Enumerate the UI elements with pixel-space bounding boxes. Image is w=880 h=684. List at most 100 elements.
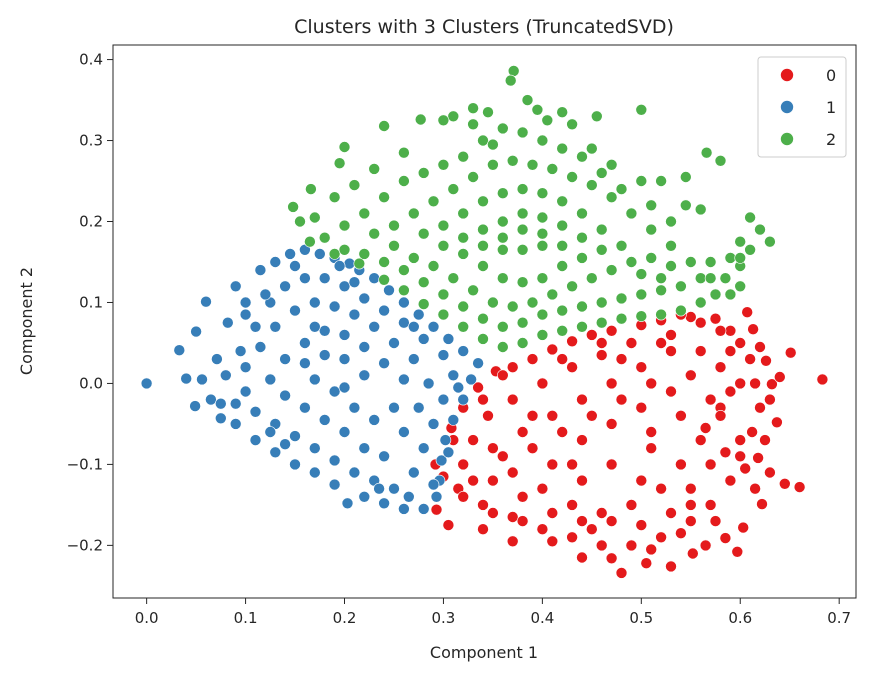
scatter-point-cluster-0 bbox=[496, 450, 509, 463]
scatter-point-cluster-2 bbox=[595, 167, 608, 179]
scatter-point-cluster-1 bbox=[289, 260, 301, 272]
y-tick-label: 0.0 bbox=[79, 374, 103, 392]
scatter-point-cluster-2 bbox=[496, 272, 509, 285]
scatter-point-cluster-2 bbox=[704, 256, 717, 268]
scatter-point-cluster-0 bbox=[744, 353, 756, 365]
scatter-point-cluster-1 bbox=[447, 414, 460, 426]
scatter-point-cluster-0 bbox=[635, 519, 648, 531]
scatter-point-cluster-1 bbox=[140, 377, 153, 390]
scatter-point-cluster-1 bbox=[190, 325, 202, 338]
legend-marker-0 bbox=[780, 68, 794, 82]
scatter-point-cluster-1 bbox=[437, 393, 450, 406]
scatter-point-cluster-2 bbox=[679, 171, 692, 183]
scatter-point-cluster-0 bbox=[467, 434, 479, 446]
scatter-point-cluster-1 bbox=[348, 401, 361, 414]
scatter-point-cluster-2 bbox=[437, 159, 450, 171]
scatter-point-cluster-2 bbox=[694, 296, 707, 309]
scatter-point-cluster-1 bbox=[348, 466, 361, 479]
y-axis-label: Component 2 bbox=[17, 267, 36, 375]
scatter-point-cluster-2 bbox=[700, 146, 713, 159]
scatter-point-cluster-2 bbox=[536, 227, 549, 240]
scatter-point-cluster-2 bbox=[605, 159, 618, 171]
scatter-point-cluster-1 bbox=[308, 296, 321, 309]
scatter-point-cluster-0 bbox=[605, 458, 618, 471]
scatter-point-cluster-2 bbox=[536, 187, 549, 199]
scatter-point-cluster-0 bbox=[675, 458, 687, 471]
x-tick-label: 0.5 bbox=[629, 609, 653, 627]
x-tick-label: 0.7 bbox=[827, 609, 851, 627]
scatter-point-cluster-0 bbox=[585, 523, 598, 536]
x-tick-label: 0.4 bbox=[530, 609, 554, 627]
scatter-point-cluster-1 bbox=[358, 292, 371, 305]
scatter-point-cluster-2 bbox=[556, 324, 569, 337]
scatter-point-cluster-0 bbox=[442, 519, 455, 531]
scatter-point-cluster-1 bbox=[215, 412, 227, 425]
scatter-point-cluster-0 bbox=[749, 377, 761, 390]
scatter-point-cluster-2 bbox=[477, 134, 489, 147]
scatter-point-cluster-2 bbox=[305, 183, 317, 195]
scatter-point-cluster-2 bbox=[477, 223, 489, 236]
scatter-point-cluster-2 bbox=[427, 260, 440, 272]
scatter-point-cluster-2 bbox=[655, 284, 667, 297]
scatter-point-cluster-0 bbox=[595, 539, 608, 552]
scatter-point-cluster-1 bbox=[284, 248, 296, 260]
scatter-point-cluster-0 bbox=[771, 416, 783, 429]
scatter-point-cluster-0 bbox=[526, 353, 539, 365]
scatter-point-cluster-1 bbox=[308, 373, 321, 386]
scatter-point-cluster-2 bbox=[516, 223, 529, 236]
scatter-point-cluster-1 bbox=[358, 369, 371, 382]
scatter-point-cluster-0 bbox=[506, 535, 519, 548]
scatter-point-cluster-0 bbox=[506, 511, 519, 523]
y-tick-label: −0.2 bbox=[67, 536, 103, 554]
points-layer bbox=[140, 65, 829, 579]
scatter-point-cluster-0 bbox=[477, 499, 489, 511]
scatter-point-cluster-1 bbox=[239, 308, 252, 321]
scatter-point-cluster-1 bbox=[205, 393, 217, 406]
scatter-point-cluster-0 bbox=[724, 324, 737, 337]
scatter-point-cluster-0 bbox=[694, 316, 707, 329]
scatter-point-cluster-2 bbox=[576, 207, 588, 220]
scatter-point-cluster-2 bbox=[595, 316, 608, 329]
scatter-point-cluster-2 bbox=[338, 244, 351, 256]
scatter-point-cluster-2 bbox=[764, 235, 776, 248]
scatter-point-cluster-2 bbox=[338, 219, 351, 232]
scatter-point-cluster-1 bbox=[289, 458, 301, 471]
scatter-point-cluster-2 bbox=[605, 191, 618, 203]
scatter-point-cluster-2 bbox=[467, 171, 479, 183]
scatter-point-cluster-2 bbox=[675, 280, 687, 293]
scatter-point-cluster-2 bbox=[556, 260, 569, 272]
scatter-point-cluster-1 bbox=[299, 272, 311, 285]
scatter-point-cluster-0 bbox=[645, 377, 658, 390]
scatter-point-cluster-2 bbox=[447, 110, 460, 123]
scatter-point-cluster-2 bbox=[457, 231, 470, 244]
scatter-point-cluster-0 bbox=[635, 401, 648, 414]
scatter-point-cluster-2 bbox=[536, 211, 549, 224]
scatter-point-cluster-2 bbox=[719, 272, 732, 285]
scatter-point-cluster-2 bbox=[625, 207, 638, 220]
scatter-point-cluster-0 bbox=[747, 323, 759, 336]
scatter-point-cluster-0 bbox=[576, 474, 588, 487]
scatter-point-cluster-0 bbox=[536, 377, 549, 390]
scatter-point-cluster-1 bbox=[402, 490, 415, 503]
scatter-point-cluster-2 bbox=[506, 300, 519, 313]
scatter-point-cluster-1 bbox=[348, 308, 361, 321]
scatter-point-cluster-0 bbox=[457, 490, 470, 503]
scatter-point-cluster-0 bbox=[684, 482, 697, 495]
scatter-point-cluster-0 bbox=[556, 426, 569, 438]
scatter-point-cluster-1 bbox=[318, 414, 331, 426]
scatter-point-cluster-2 bbox=[437, 308, 450, 321]
scatter-point-cluster-0 bbox=[585, 409, 598, 422]
scatter-point-cluster-1 bbox=[407, 466, 420, 479]
x-tick-label: 0.0 bbox=[135, 609, 159, 627]
scatter-point-cluster-1 bbox=[249, 434, 262, 446]
scatter-point-cluster-1 bbox=[447, 369, 460, 382]
scatter-point-cluster-1 bbox=[289, 430, 301, 442]
scatter-point-cluster-2 bbox=[576, 150, 588, 163]
scatter-point-cluster-1 bbox=[388, 337, 400, 349]
scatter-point-cluster-1 bbox=[430, 490, 443, 503]
scatter-point-cluster-2 bbox=[645, 199, 658, 212]
scatter-point-cluster-0 bbox=[724, 474, 737, 487]
scatter-point-cluster-2 bbox=[304, 235, 316, 248]
scatter-point-cluster-0 bbox=[675, 409, 687, 422]
scatter-point-cluster-2 bbox=[724, 288, 737, 301]
